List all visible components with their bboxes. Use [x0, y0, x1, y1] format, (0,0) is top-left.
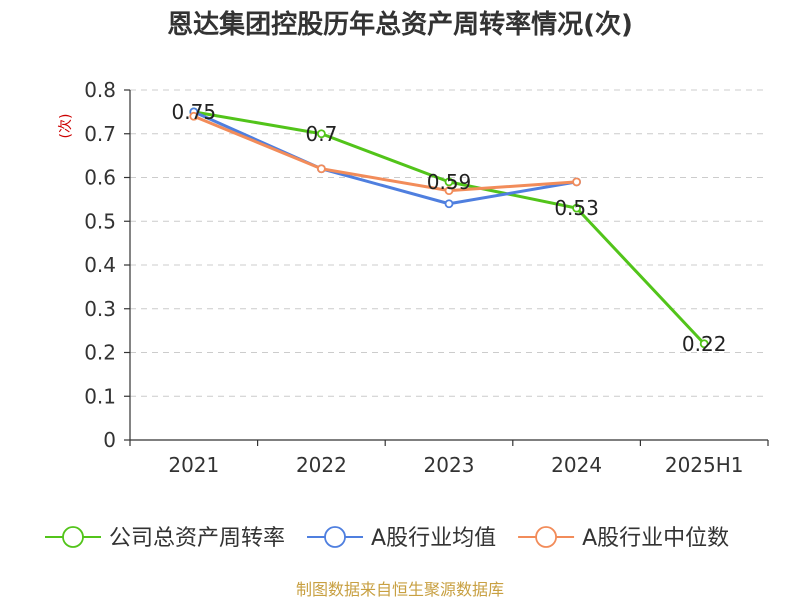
x-tick-label: 2025H1	[665, 453, 744, 477]
x-tick-label: 2022	[296, 453, 347, 477]
legend-marker	[535, 526, 557, 548]
x-tick-label: 2024	[551, 453, 602, 477]
series-line	[193, 114, 577, 193]
axes: 0 0.1 0.2 0.3 0.4 0.5 0.6 0.7 0.8 2021 2022 2023 202…	[84, 78, 769, 477]
legend: 公司总资产周转率 A股行业均值 A股行业中位数	[45, 526, 729, 551]
y-tick-label: 0.3	[84, 297, 116, 321]
y-axis-label: (次)	[58, 114, 74, 139]
data-label: 0.22	[682, 332, 727, 356]
data-point	[572, 177, 581, 187]
data-label: 0.53	[554, 196, 599, 220]
source-note: 制图数据来自恒生聚源数据库	[296, 580, 504, 599]
legend-marker	[62, 526, 84, 548]
y-tick-label: 0.1	[84, 384, 116, 408]
data-point	[316, 129, 326, 139]
y-tick-label: 0	[103, 428, 116, 452]
data-labels: 0.75 0.7 0.59 0.53 0.22	[172, 100, 727, 356]
chart-title: 恩达集团控股历年总资产周转率情况(次)	[167, 9, 633, 40]
data-label: 0.75	[172, 100, 217, 124]
legend-label: A股行业中位数	[582, 526, 729, 551]
data-point	[444, 199, 454, 209]
y-tick-label: 0.6	[84, 166, 116, 190]
data-point	[444, 177, 454, 187]
data-point	[189, 111, 199, 121]
y-tick-label: 0.2	[84, 341, 116, 365]
legend-label: 公司总资产周转率	[109, 526, 285, 551]
data-label: 0.7	[305, 122, 337, 146]
data-point	[316, 164, 326, 174]
series-line	[193, 110, 577, 206]
legend-marker	[324, 526, 346, 548]
data-label: 0.59	[427, 170, 472, 194]
y-tick-label: 0.7	[84, 122, 116, 146]
data-point	[699, 339, 709, 349]
y-tick-label: 0.8	[84, 78, 116, 102]
series-lines	[189, 107, 709, 349]
data-point	[444, 186, 454, 196]
legend-label: A股行业均值	[371, 526, 496, 551]
grid-lines	[130, 89, 764, 397]
x-tick-label: 2021	[168, 453, 219, 477]
x-tick-label: 2023	[424, 453, 475, 477]
data-point	[572, 203, 581, 213]
y-tick-label: 0.4	[84, 253, 116, 277]
y-tick-label: 0.5	[84, 209, 116, 233]
